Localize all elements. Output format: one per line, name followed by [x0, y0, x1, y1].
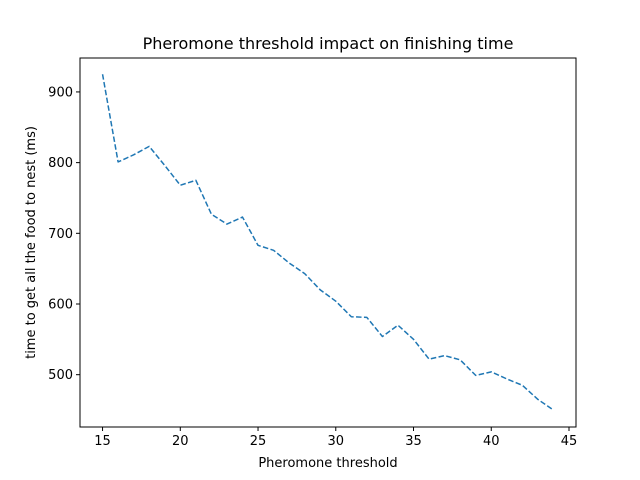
plot-area — [101, 74, 554, 411]
y-tick-label: 900 — [48, 85, 73, 100]
x-tick-label: 30 — [328, 434, 345, 449]
x-tick-label: 40 — [483, 434, 500, 449]
x-tick-label: 35 — [405, 434, 422, 449]
y-axis-label: time to get all the food to nest (ms) — [24, 126, 39, 359]
series-line-0 — [101, 74, 554, 411]
chart-title: Pheromone threshold impact on finishing … — [143, 34, 514, 53]
y-tick-label: 700 — [48, 227, 73, 242]
y-tick-label: 600 — [48, 298, 73, 313]
x-axis: 15 20 25 30 35 40 45 — [94, 427, 577, 449]
x-tick-label: 45 — [561, 434, 578, 449]
axes-frame — [79, 57, 577, 428]
x-axis-label: Pheromone threshold — [258, 456, 397, 471]
x-tick-label: 25 — [250, 434, 267, 449]
x-tick-label: 15 — [94, 434, 111, 449]
y-tick-label: 800 — [48, 156, 73, 171]
y-tick-label: 500 — [48, 368, 73, 383]
x-tick-label: 20 — [172, 434, 189, 449]
y-axis: 500 600 700 800 900 — [48, 85, 80, 383]
